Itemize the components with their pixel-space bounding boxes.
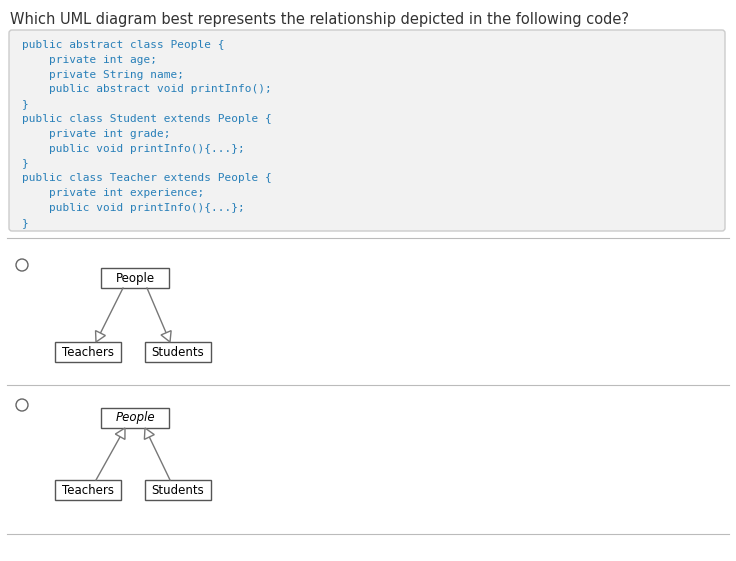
Text: public void printInfo(){...};: public void printInfo(){...}; xyxy=(22,203,245,213)
FancyBboxPatch shape xyxy=(101,408,169,428)
Text: People: People xyxy=(116,412,155,425)
FancyBboxPatch shape xyxy=(55,480,121,500)
Text: People: People xyxy=(116,272,155,284)
Text: }: } xyxy=(22,99,29,109)
Text: }: } xyxy=(22,158,29,168)
Text: public class Teacher extends People {: public class Teacher extends People { xyxy=(22,173,272,183)
Text: private int experience;: private int experience; xyxy=(22,188,205,198)
FancyBboxPatch shape xyxy=(55,342,121,362)
FancyBboxPatch shape xyxy=(101,268,169,288)
Text: public abstract void printInfo();: public abstract void printInfo(); xyxy=(22,84,272,94)
FancyBboxPatch shape xyxy=(145,342,211,362)
Text: public abstract class People {: public abstract class People { xyxy=(22,40,224,50)
Text: Teachers: Teachers xyxy=(62,346,114,358)
Polygon shape xyxy=(144,428,155,439)
Text: Which UML diagram best represents the relationship depicted in the following cod: Which UML diagram best represents the re… xyxy=(10,12,629,27)
Polygon shape xyxy=(161,330,171,342)
FancyBboxPatch shape xyxy=(9,30,725,231)
Text: private String name;: private String name; xyxy=(22,70,184,80)
Text: Students: Students xyxy=(152,484,205,496)
Text: Students: Students xyxy=(152,346,205,358)
Text: public class Student extends People {: public class Student extends People { xyxy=(22,114,272,124)
Text: private int grade;: private int grade; xyxy=(22,129,171,139)
Text: public void printInfo(){...};: public void printInfo(){...}; xyxy=(22,144,245,154)
Text: private int age;: private int age; xyxy=(22,55,157,65)
Polygon shape xyxy=(116,428,125,439)
Polygon shape xyxy=(96,330,105,342)
Text: Teachers: Teachers xyxy=(62,484,114,496)
FancyBboxPatch shape xyxy=(145,480,211,500)
Text: }: } xyxy=(22,218,29,228)
